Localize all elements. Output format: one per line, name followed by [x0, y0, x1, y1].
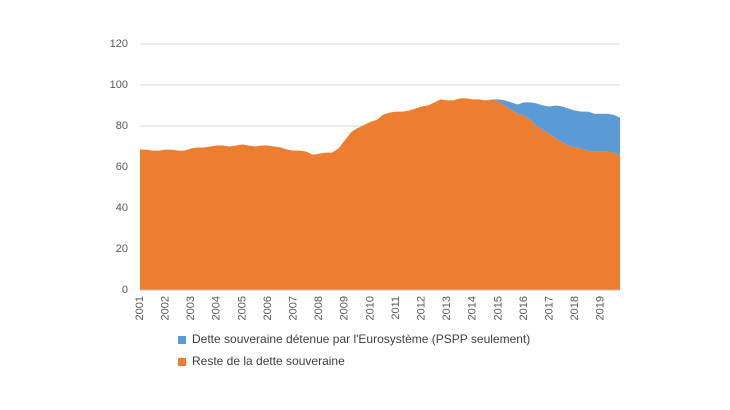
y-tick-label: 20	[116, 243, 128, 255]
x-tick-label: 2019	[595, 296, 607, 320]
legend-swatch	[178, 358, 186, 366]
area	[140, 98, 620, 290]
x-tick-label: 2004	[211, 296, 223, 320]
x-tick-label: 2008	[313, 296, 325, 320]
legend-label: Dette souveraine détenue par l'Eurosystè…	[192, 332, 530, 346]
x-tick-label: 2002	[160, 296, 172, 320]
x-tick-label: 2015	[492, 296, 504, 320]
x-tick-label: 2009	[339, 296, 351, 320]
x-tick-label: 2005	[236, 296, 248, 320]
legend-label: Reste de la dette souveraine	[192, 354, 345, 368]
x-tick-label: 2001	[134, 296, 146, 320]
x-tick-label: 2013	[441, 296, 453, 320]
y-tick-label: 80	[116, 120, 128, 132]
x-tick-label: 2017	[544, 296, 556, 320]
legend: Dette souveraine détenue par l'Eurosystè…	[178, 332, 530, 368]
y-tick-label: 0	[122, 284, 128, 296]
x-tick-label: 2010	[364, 296, 376, 320]
y-tick-label: 40	[116, 202, 128, 214]
x-tick-label: 2014	[467, 296, 479, 320]
y-tick-label: 60	[116, 161, 128, 173]
x-tick-label: 2011	[390, 296, 402, 320]
x-tick-label: 2016	[518, 296, 530, 320]
x-tick-label: 2006	[262, 296, 274, 320]
y-tick-label: 120	[110, 38, 128, 50]
x-tick-label: 2018	[569, 296, 581, 320]
y-tick-label: 100	[110, 79, 128, 91]
x-tick-label: 2007	[288, 296, 300, 320]
legend-swatch	[178, 336, 186, 344]
x-tick-label: 2012	[416, 296, 428, 320]
x-tick-label: 2003	[185, 296, 197, 320]
